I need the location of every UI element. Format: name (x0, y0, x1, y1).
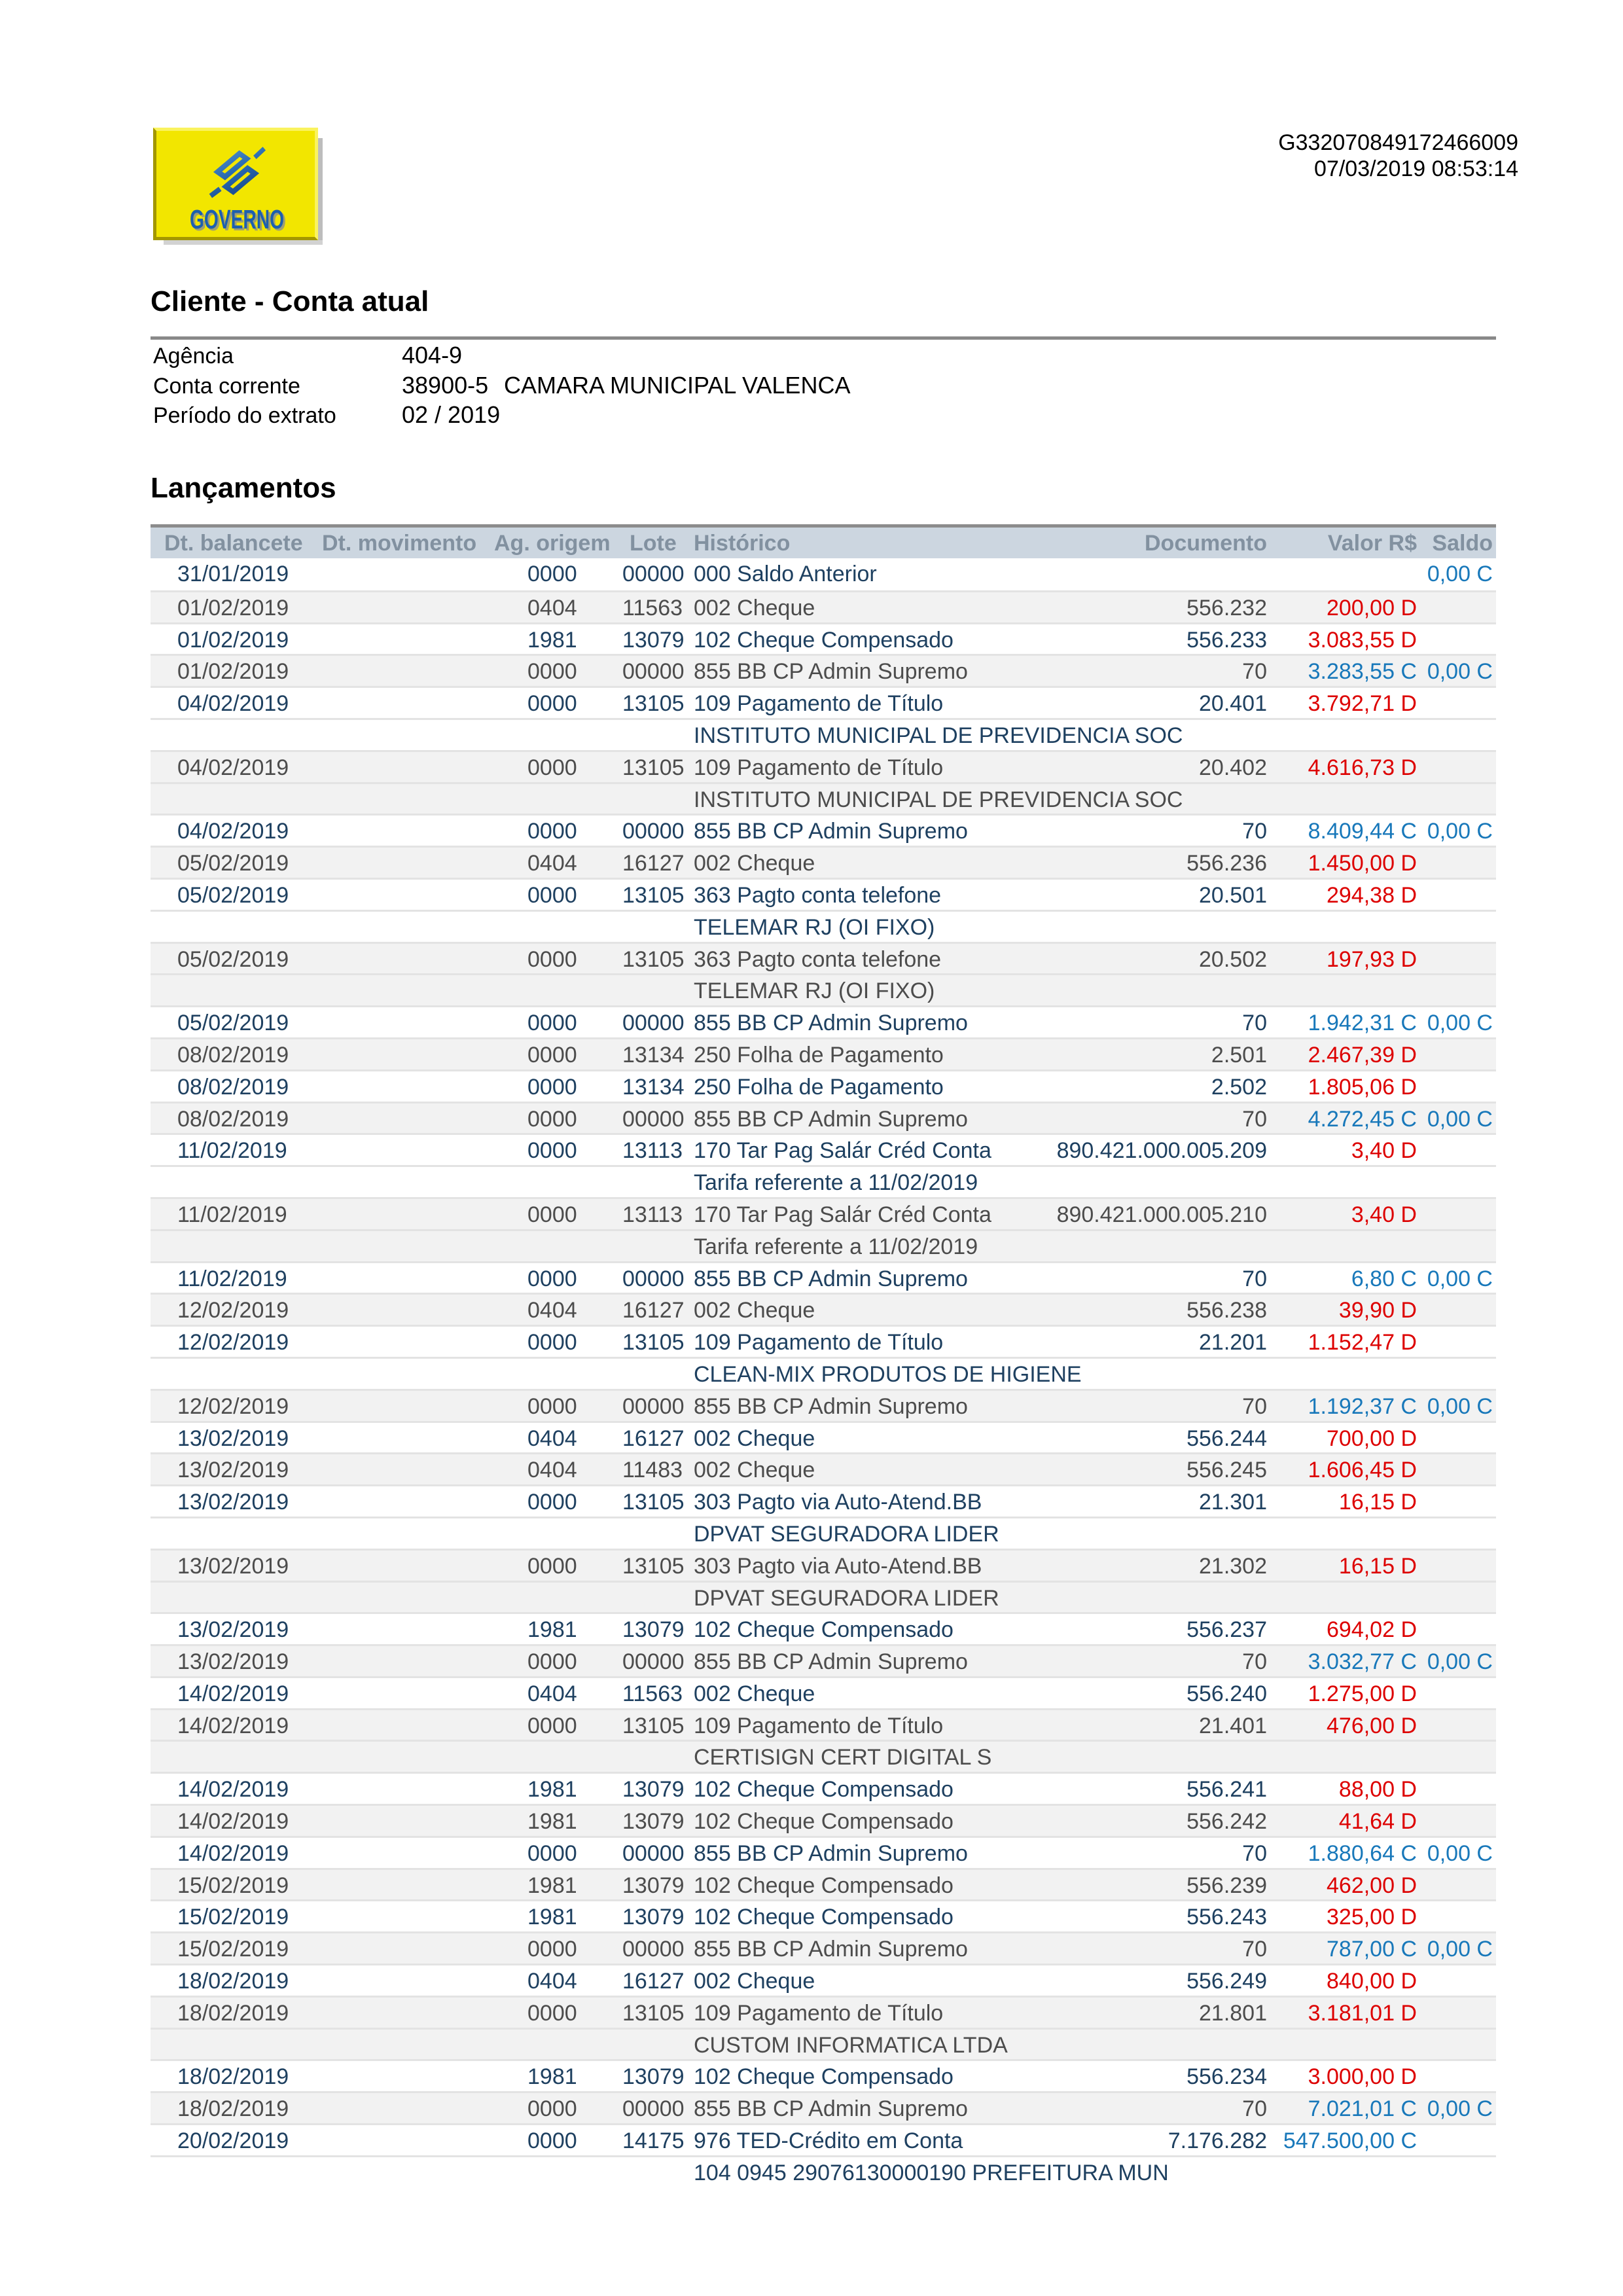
svg-text:GOVERNO: GOVERNO (192, 206, 286, 236)
svg-text:GOVERNO: GOVERNO (190, 204, 284, 234)
